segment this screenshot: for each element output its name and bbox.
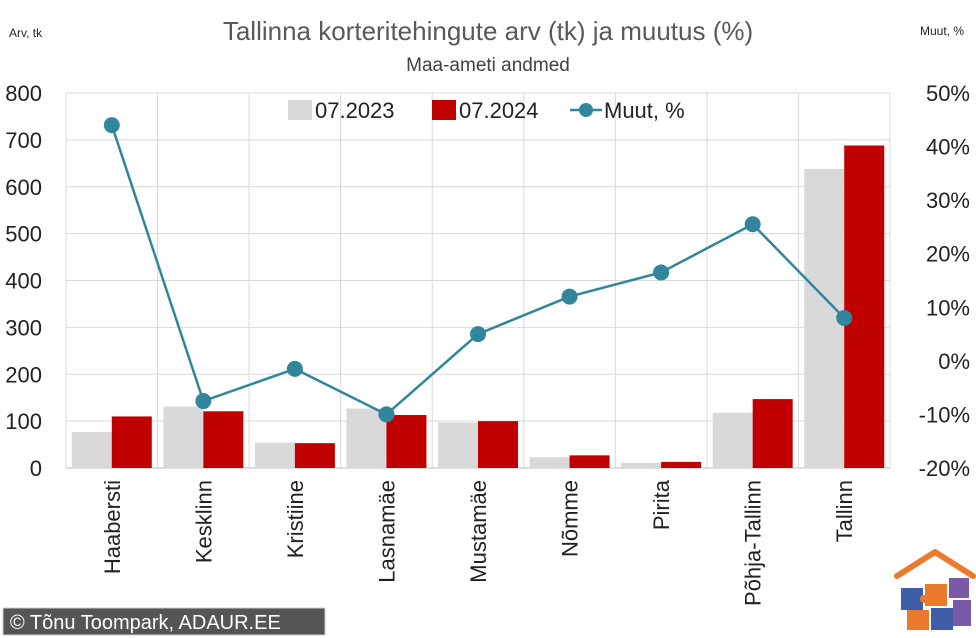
- bar-07.2023: [621, 462, 662, 468]
- change-point: [836, 310, 853, 326]
- right-tick-label: -20%: [919, 456, 970, 481]
- bar-07.2023: [712, 412, 753, 468]
- left-tick-label: 0: [30, 456, 42, 481]
- logo-piece-blue-2: [931, 608, 953, 630]
- legend-swatch: [288, 100, 312, 120]
- right-tick-label: 50%: [926, 81, 970, 106]
- change-point: [195, 393, 212, 410]
- left-tick-label: 100: [5, 409, 42, 434]
- change-point: [378, 406, 395, 423]
- left-tick-label: 400: [5, 269, 42, 294]
- change-line: [103, 117, 853, 423]
- logo-roof: [894, 549, 976, 579]
- bar-07.2024: [294, 443, 335, 468]
- change-line-path: [110, 124, 846, 416]
- change-point: [470, 326, 486, 343]
- logo-knob: [920, 595, 928, 603]
- category-label: Põhja-Tallinn: [741, 480, 766, 606]
- category-label: Kesklinn: [191, 480, 216, 563]
- legend-label: 07.2024: [459, 98, 539, 123]
- bar-07.2024: [752, 399, 793, 468]
- category-label: Tallinn: [832, 480, 857, 542]
- change-point: [653, 264, 670, 281]
- right-tick-label: 10%: [926, 295, 970, 320]
- change-point: [103, 117, 120, 134]
- right-tick-label: 40%: [926, 135, 970, 160]
- right-axis-ticks: -20% -10% 0% 10% 20% 30% 40% 50%: [919, 81, 970, 481]
- bar-07.2024: [569, 455, 610, 468]
- change-point: [561, 288, 578, 305]
- legend: 07.2023 07.2024 Muut, %: [288, 98, 685, 123]
- bar-07.2024: [111, 416, 152, 468]
- logo-piece-orange: [925, 584, 947, 606]
- left-tick-label: 300: [5, 315, 42, 340]
- left-tick-label: 600: [5, 175, 42, 200]
- category-label: Pirita: [649, 479, 674, 530]
- credit-text: © Tõnu Toompark, ADAUR.EE: [10, 612, 281, 634]
- right-tick-label: -10%: [919, 402, 970, 427]
- bar-07.2023: [163, 406, 204, 468]
- bar-07.2024: [203, 411, 244, 468]
- chart-title: Tallinna korteritehingute arv (tk) ja mu…: [223, 16, 753, 46]
- bar-07.2024: [386, 415, 427, 468]
- bars: [71, 145, 885, 468]
- right-tick-label: 30%: [926, 188, 970, 213]
- left-tick-label: 700: [5, 128, 42, 153]
- category-labels: Haabersti Kesklinn Kristiine Lasnamäe Mustam…: [100, 479, 857, 606]
- category-label: Mustamäe: [466, 480, 491, 583]
- left-axis-ticks: 0 100 200 300 400 500 600 700 800: [5, 81, 42, 481]
- chart-subtitle: Maa-ameti andmed: [406, 55, 570, 76]
- legend-swatch: [432, 100, 456, 120]
- left-tick-label: 800: [5, 81, 42, 106]
- legend-label: Muut, %: [604, 98, 685, 123]
- bar-07.2024: [661, 461, 702, 468]
- left-axis-unit-label: Arv, tk: [9, 26, 43, 40]
- credit-banner: © Tõnu Toompark, ADAUR.EE: [2, 607, 326, 636]
- left-tick-label: 200: [5, 362, 42, 387]
- house-puzzle-logo: [894, 549, 976, 630]
- bar-07.2023: [529, 457, 570, 468]
- category-label: Kristiine: [283, 480, 308, 558]
- category-label: Nõmme: [558, 480, 583, 557]
- logo-piece-blue: [901, 588, 923, 610]
- change-point: [286, 360, 303, 377]
- credit-background: [2, 607, 326, 636]
- bar-07.2024: [844, 145, 885, 468]
- logo-piece-purple: [949, 578, 969, 598]
- logo-piece-orange-2: [907, 610, 929, 630]
- category-label: Lasnamäe: [374, 480, 399, 583]
- logo-piece-purple-2: [953, 600, 971, 626]
- bar-07.2023: [254, 442, 295, 468]
- legend-label: 07.2023: [315, 98, 395, 123]
- right-tick-label: 20%: [926, 242, 970, 267]
- legend-marker: [579, 103, 593, 117]
- change-point: [744, 216, 761, 233]
- left-tick-label: 500: [5, 222, 42, 247]
- bar-07.2024: [478, 421, 518, 468]
- category-label: Haabersti: [100, 480, 125, 574]
- bar-07.2023: [438, 422, 478, 468]
- bar-07.2023: [71, 431, 112, 468]
- right-axis-unit-label: Muut, %: [920, 24, 964, 38]
- right-tick-label: 0%: [938, 349, 970, 374]
